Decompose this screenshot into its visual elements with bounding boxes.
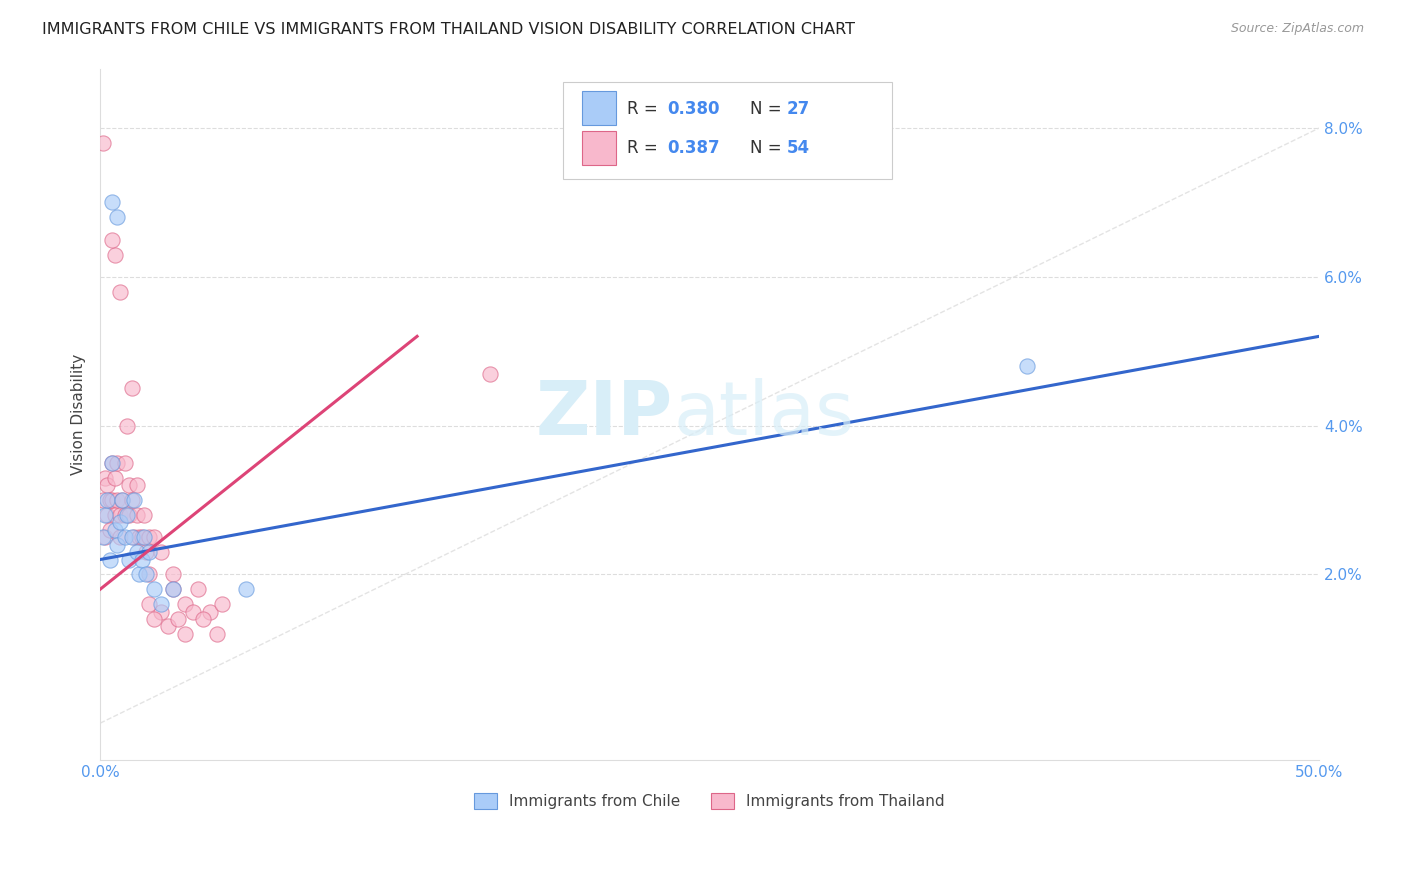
Point [108,516,131,530]
Point [162,567,184,582]
Point [198,605,221,619]
Point [1015,359,1038,373]
Point [125,478,148,492]
Point [114,508,136,522]
Point [135,545,157,559]
Point [211,597,233,611]
Point [162,582,184,597]
Point [94,530,117,544]
Point [96,478,118,492]
Point [167,612,190,626]
Point [205,627,228,641]
Point [125,545,148,559]
Point [128,530,150,544]
Point [91,493,114,508]
Text: R =: R = [627,139,662,157]
Y-axis label: Vision Disability: Vision Disability [72,354,86,475]
Point [118,552,141,566]
Point [121,530,143,544]
Point [121,493,143,508]
Point [118,508,141,522]
Text: N =: N = [749,100,787,118]
Point [125,508,148,522]
Point [162,582,184,597]
Point [187,582,209,597]
Point [115,508,138,522]
Legend: Immigrants from Chile, Immigrants from Thailand: Immigrants from Chile, Immigrants from T… [468,787,950,815]
Bar [582,91,616,125]
Point [142,612,165,626]
Point [114,530,136,544]
Point [138,530,160,544]
Point [138,597,160,611]
Point [104,247,127,261]
Point [121,381,143,395]
Point [122,530,145,544]
Point [94,471,117,485]
Point [138,545,160,559]
Point [105,493,128,508]
Text: 0.380: 0.380 [666,100,720,118]
Point [114,456,136,470]
Point [132,530,155,544]
Point [111,493,134,508]
Point [101,195,124,210]
Point [191,612,214,626]
Point [101,456,124,470]
Point [150,545,173,559]
Text: 0.387: 0.387 [666,139,720,157]
Point [96,493,118,508]
Point [157,619,180,633]
Point [105,538,128,552]
Point [101,493,124,508]
Text: IMMIGRANTS FROM CHILE VS IMMIGRANTS FROM THAILAND VISION DISABILITY CORRELATION : IMMIGRANTS FROM CHILE VS IMMIGRANTS FROM… [42,22,855,37]
Text: N =: N = [749,139,787,157]
Point [479,367,502,381]
Point [181,605,204,619]
Text: 54: 54 [786,139,810,157]
Point [118,478,141,492]
Text: R =: R = [627,100,662,118]
Point [98,493,121,508]
Point [101,456,124,470]
Point [94,508,117,522]
Point [101,233,124,247]
Point [91,530,114,544]
Bar [582,131,616,165]
Point [104,471,127,485]
Point [174,627,197,641]
Point [138,567,160,582]
Point [135,567,157,582]
Point [142,582,165,597]
Point [96,508,118,522]
Point [235,582,257,597]
Point [174,597,197,611]
Point [131,530,153,544]
Point [150,597,173,611]
Text: ZIP: ZIP [536,378,673,451]
Point [91,136,114,150]
Point [108,530,131,544]
Point [108,285,131,299]
Point [150,605,173,619]
Point [105,456,128,470]
Point [115,418,138,433]
Point [131,552,153,566]
Point [98,523,121,537]
Point [105,211,128,225]
Point [104,508,127,522]
Text: 27: 27 [786,100,810,118]
Text: atlas: atlas [673,378,853,451]
Point [104,523,127,537]
Point [128,567,150,582]
Point [132,508,155,522]
Point [111,493,134,508]
Text: Source: ZipAtlas.com: Source: ZipAtlas.com [1230,22,1364,36]
Point [122,493,145,508]
Point [108,508,131,522]
FancyBboxPatch shape [564,82,893,179]
Point [98,552,121,566]
Point [142,530,165,544]
